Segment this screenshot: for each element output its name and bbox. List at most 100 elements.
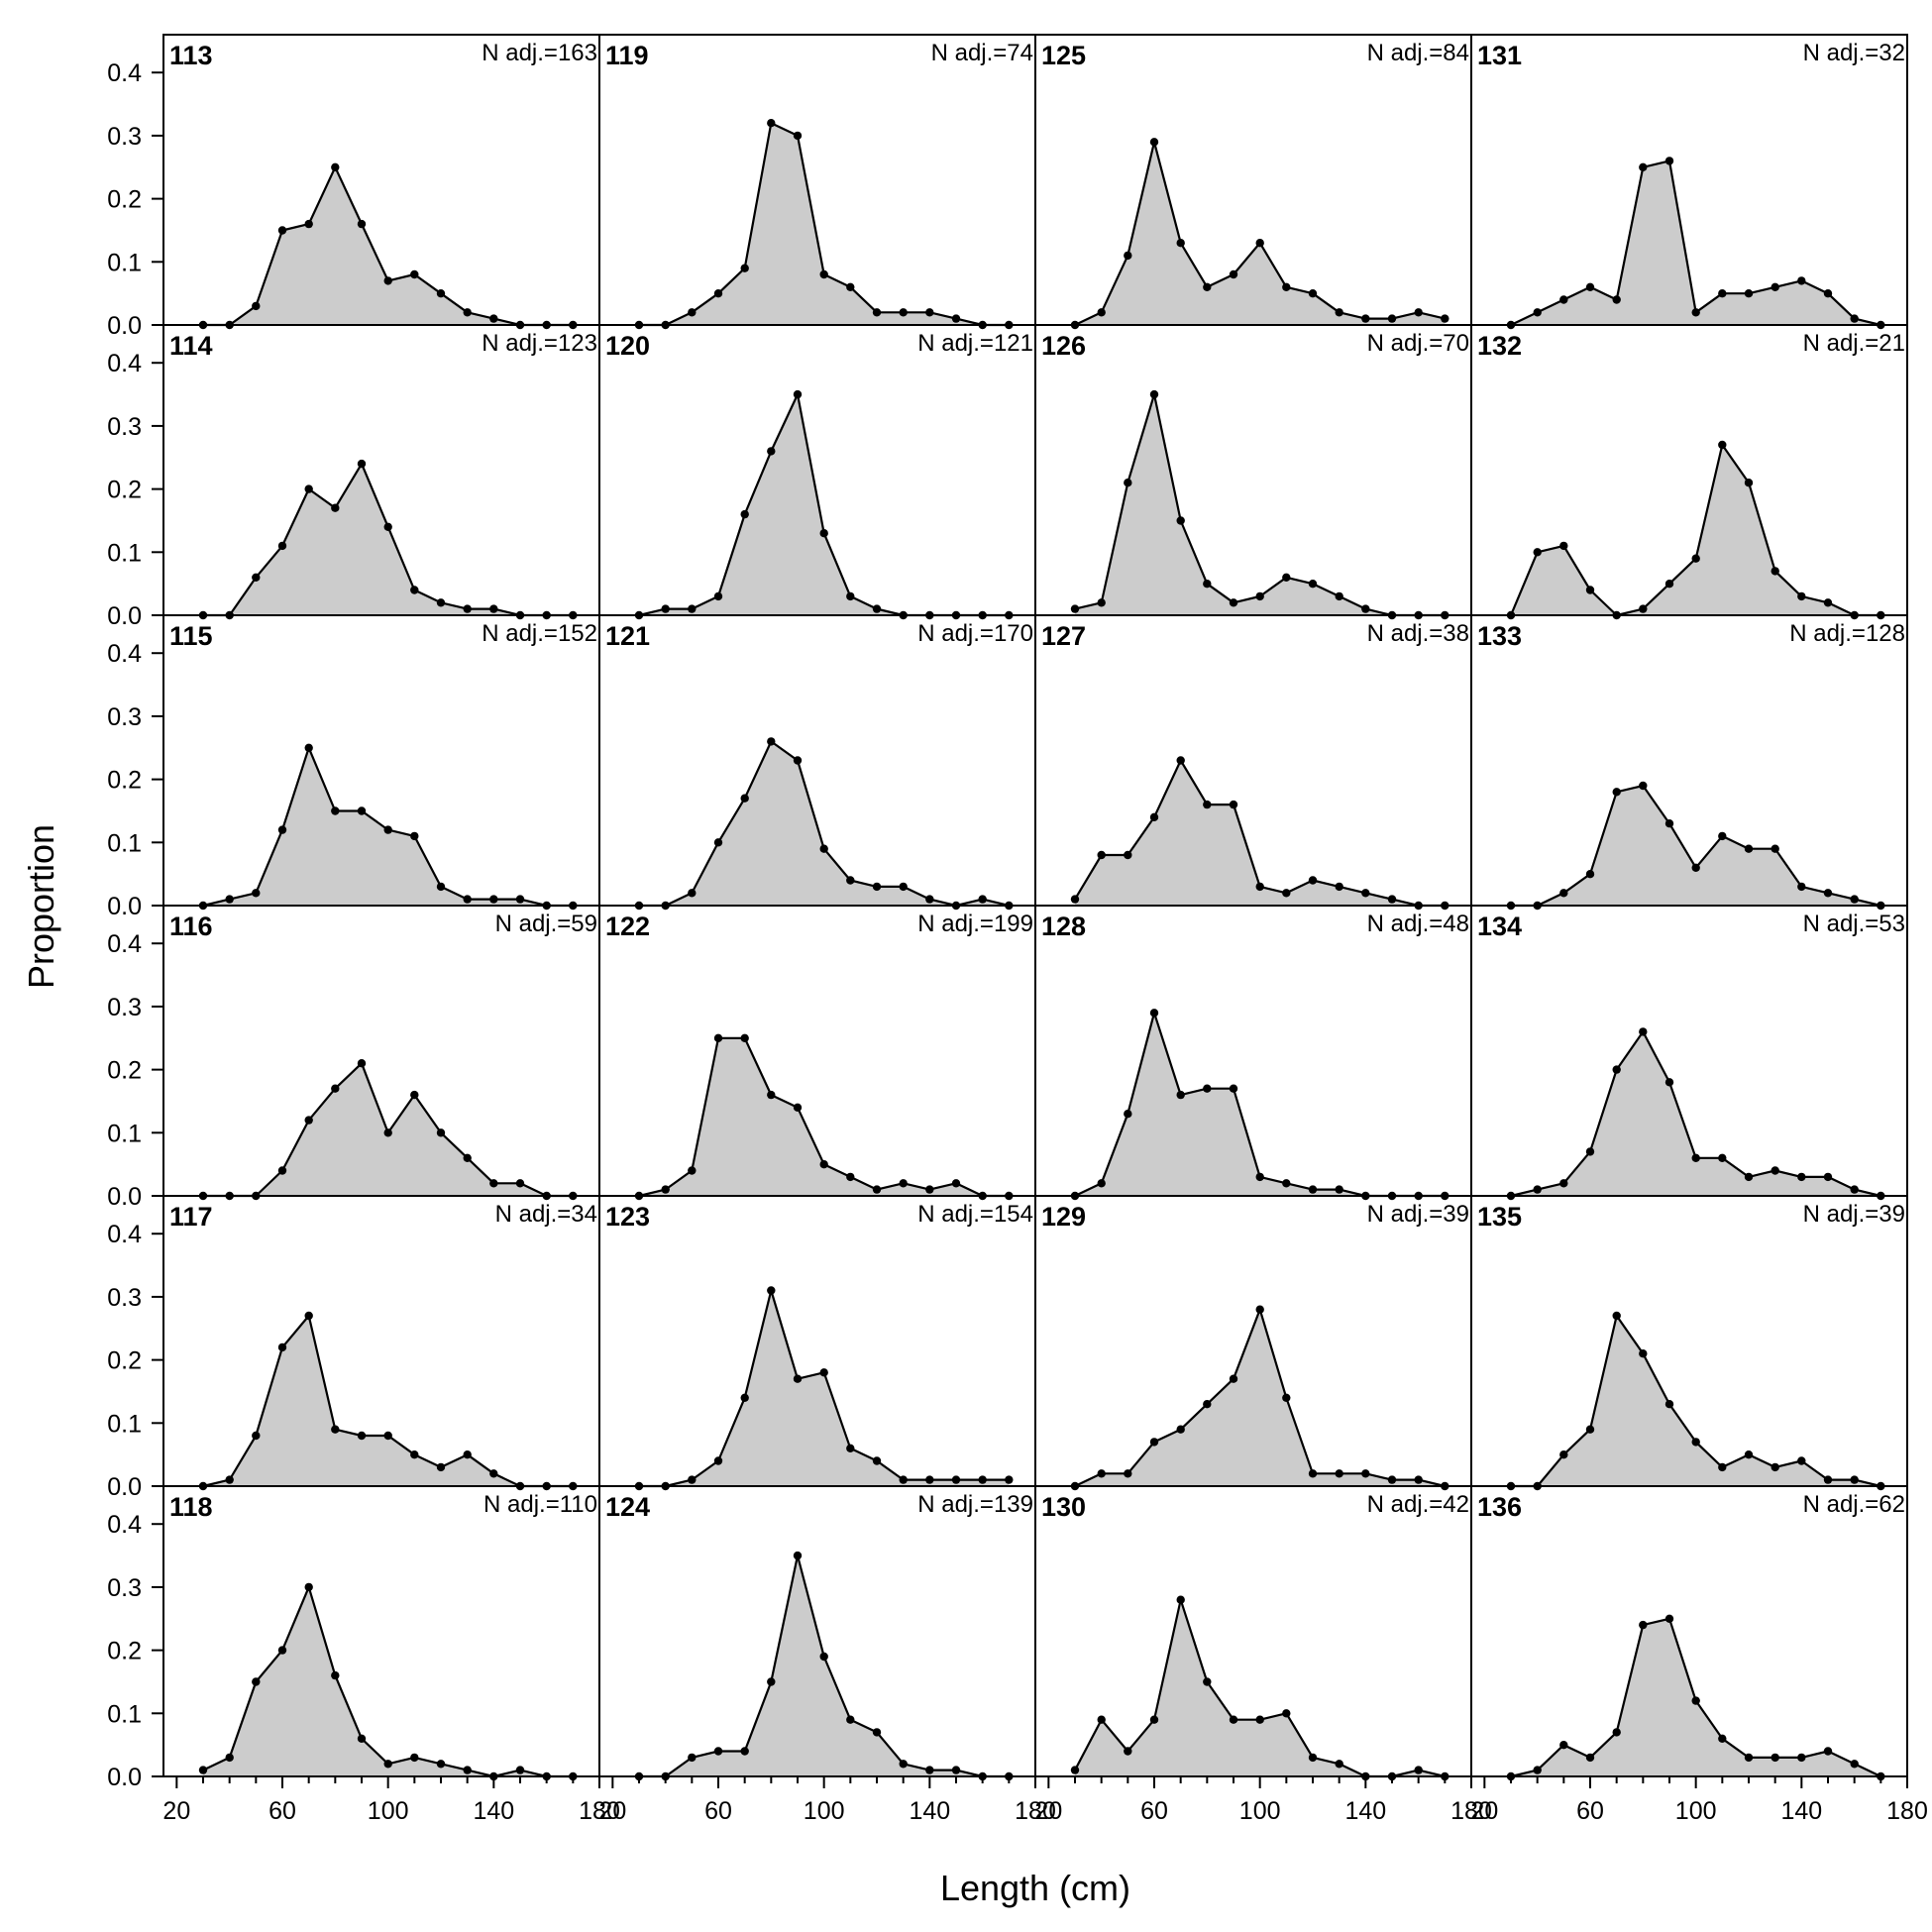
data-point	[1335, 308, 1343, 317]
data-point	[1124, 479, 1132, 487]
data-point	[410, 269, 419, 279]
data-point	[846, 591, 855, 601]
y-tick-label: 0.4	[107, 350, 142, 377]
data-point	[713, 591, 723, 601]
data-point	[277, 541, 287, 551]
y-tick-label: 0.1	[107, 249, 142, 276]
sample-size-label: N adj.=121	[917, 330, 1033, 357]
data-point	[1203, 1084, 1212, 1093]
series-area	[1075, 1309, 1446, 1486]
data-point	[793, 1374, 803, 1383]
data-point	[1718, 1153, 1727, 1163]
data-point	[1691, 308, 1700, 317]
axes: 0.0 0.1 0.2 0.3 0.4 0.0 0.1 0.2 0.3 0.4 0.0 0.1 0.2 0…	[107, 59, 1928, 1825]
sample-size-label: N adj.=170	[917, 620, 1033, 647]
data-point	[1718, 289, 1727, 298]
x-tick-label: 100	[1675, 1797, 1717, 1825]
data-point	[1124, 850, 1132, 860]
data-point	[357, 1734, 367, 1744]
data-point	[304, 1116, 313, 1125]
data-point	[1361, 889, 1370, 898]
panel-label: 122	[605, 912, 650, 941]
data-point	[1361, 1469, 1370, 1478]
data-point	[489, 1469, 498, 1478]
data-point	[688, 1166, 697, 1175]
data-point	[1097, 308, 1106, 317]
data-point	[1414, 308, 1423, 317]
x-tick-label: 140	[909, 1797, 950, 1825]
sample-size-label: N adj.=39	[1367, 1201, 1469, 1228]
data-point	[1823, 1747, 1833, 1756]
x-tick-label: 180	[1450, 1797, 1492, 1825]
series-area	[639, 1290, 1010, 1486]
data-point	[793, 131, 803, 141]
data-point	[252, 301, 261, 311]
data-point	[1097, 1179, 1106, 1188]
data-point	[1797, 882, 1806, 892]
data-point	[872, 882, 882, 892]
sample-size-label: N adj.=84	[1367, 40, 1469, 66]
y-tick-label: 0.2	[107, 1638, 142, 1665]
sample-size-label: N adj.=34	[495, 1201, 597, 1228]
data-point	[1744, 1172, 1754, 1182]
panel-134: 134 N adj.=53	[1470, 905, 1908, 1201]
data-point	[1255, 1172, 1264, 1182]
data-point	[331, 162, 340, 171]
data-point	[1585, 586, 1595, 594]
sample-size-label: N adj.=62	[1803, 1491, 1905, 1518]
data-point	[1850, 314, 1859, 323]
y-tick-label: 0.1	[107, 1120, 142, 1147]
panel-123: 123 N adj.=154	[598, 1195, 1036, 1491]
data-point	[740, 794, 749, 803]
data-point	[252, 1431, 261, 1441]
panel-label: 136	[1477, 1492, 1522, 1522]
data-point	[1664, 1614, 1674, 1624]
data-point	[1361, 604, 1370, 613]
data-point	[661, 604, 670, 613]
data-point	[1691, 1153, 1700, 1163]
data-point	[740, 264, 749, 272]
panel-label: 119	[605, 41, 649, 70]
data-point	[436, 1760, 446, 1769]
panel-label: 116	[169, 912, 213, 941]
data-point	[1229, 1374, 1238, 1383]
panel-label: 134	[1477, 912, 1522, 941]
y-tick-label: 0.1	[107, 539, 142, 567]
data-point	[331, 806, 340, 815]
panel-126: 126 N adj.=70	[1034, 324, 1472, 620]
sample-size-label: N adj.=38	[1367, 620, 1469, 647]
y-tick-label: 0.2	[107, 477, 142, 504]
y-tick-label: 0.1	[107, 1410, 142, 1438]
x-tick-label: 180	[1886, 1797, 1928, 1825]
data-point	[1691, 1696, 1700, 1705]
data-point	[1005, 1475, 1014, 1484]
x-tick-label: 100	[368, 1797, 409, 1825]
data-point	[1612, 1728, 1621, 1737]
x-axis-label: Length (cm)	[940, 1868, 1130, 1908]
data-point	[740, 1033, 749, 1043]
data-point	[1585, 1425, 1595, 1434]
data-point	[1718, 1734, 1727, 1744]
data-point	[1533, 308, 1542, 317]
data-point	[515, 1179, 525, 1188]
x-tick-label: 60	[1140, 1797, 1168, 1825]
series-area	[1075, 1013, 1446, 1196]
data-point	[1850, 1185, 1859, 1194]
x-tick-label: 60	[1576, 1797, 1604, 1825]
data-point	[1559, 1741, 1568, 1750]
data-point	[1771, 1753, 1779, 1763]
sample-size-label: N adj.=48	[1367, 911, 1469, 937]
data-point	[1639, 162, 1648, 171]
panel-128: 128 N adj.=48	[1034, 905, 1472, 1201]
data-point	[1282, 889, 1291, 898]
series-area	[639, 123, 1010, 325]
data-point	[1691, 863, 1700, 872]
data-point	[225, 895, 234, 904]
data-point	[252, 573, 261, 582]
data-point	[1097, 1469, 1106, 1478]
data-point	[1691, 554, 1700, 563]
data-point	[1559, 1450, 1568, 1459]
data-point	[688, 604, 697, 613]
panel-frame	[1470, 1485, 1908, 1777]
sample-size-label: N adj.=32	[1803, 40, 1905, 66]
